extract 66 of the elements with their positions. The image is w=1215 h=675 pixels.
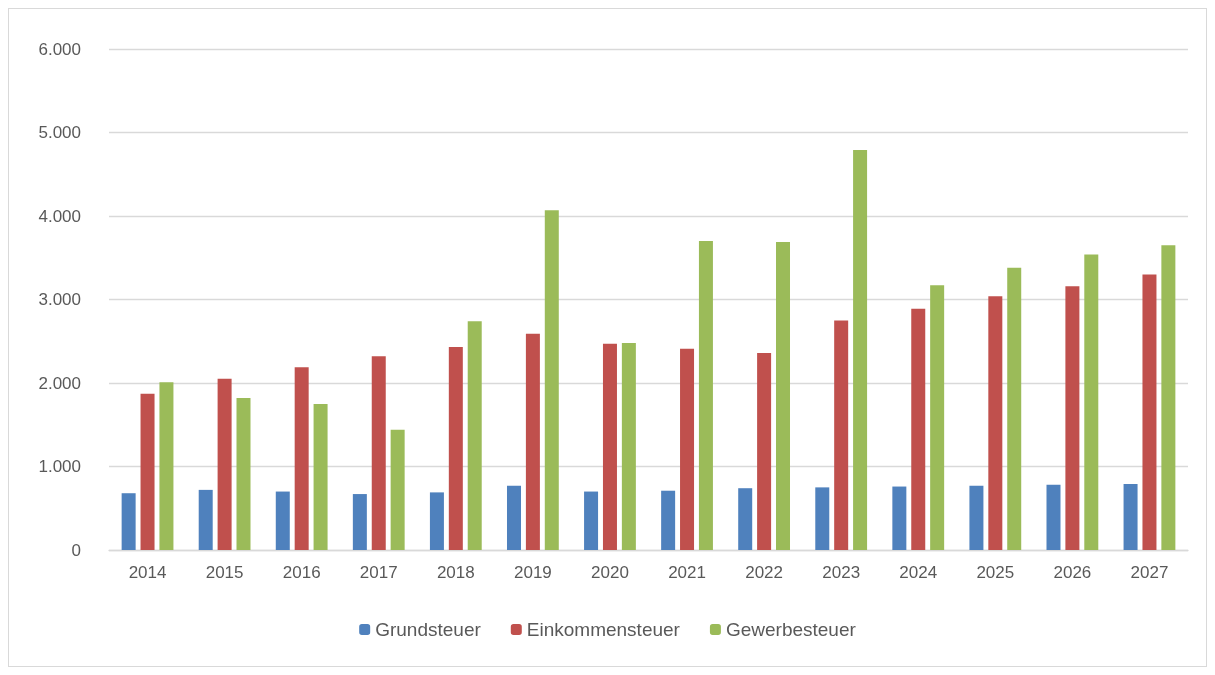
bar	[121, 493, 136, 550]
y-tick-label: 5.000	[38, 123, 81, 142]
bar	[506, 485, 521, 550]
bar	[680, 348, 695, 550]
bar	[969, 485, 984, 550]
x-tick-label: 2017	[359, 563, 398, 582]
y-tick-label: 3.000	[38, 290, 81, 309]
bar	[621, 342, 636, 550]
x-tick-label: 2018	[436, 563, 475, 582]
bar	[815, 487, 830, 550]
bar	[313, 403, 328, 550]
bar	[757, 352, 772, 550]
bar	[217, 378, 232, 550]
x-tick-label: 2023	[822, 563, 861, 582]
bar	[602, 343, 617, 550]
x-tick-label: 2027	[1130, 563, 1169, 582]
legend-label: Grundsteuer	[375, 619, 482, 640]
bar	[467, 321, 482, 550]
bar	[1161, 245, 1176, 550]
bar	[834, 320, 849, 550]
bar	[525, 333, 540, 550]
x-tick-label: 2024	[899, 563, 938, 582]
bar	[988, 296, 1003, 550]
x-tick-label: 2019	[513, 563, 552, 582]
x-tick-label: 2026	[1053, 563, 1092, 582]
x-tick-label: 2015	[205, 563, 244, 582]
bar	[892, 486, 907, 550]
bar	[275, 491, 290, 550]
bar	[140, 393, 155, 550]
bar	[584, 491, 599, 550]
bar	[371, 356, 386, 550]
x-tick-label: 2022	[745, 563, 784, 582]
bar	[738, 488, 753, 550]
bar	[698, 241, 713, 550]
bar	[911, 308, 926, 550]
bar	[1084, 254, 1099, 550]
bar	[429, 492, 444, 550]
x-tick-label: 2014	[128, 563, 167, 582]
bar	[236, 398, 251, 550]
bar	[390, 429, 405, 550]
bar	[544, 210, 559, 550]
x-tick-label: 2021	[668, 563, 706, 582]
bar	[294, 367, 309, 550]
bar	[1142, 274, 1157, 550]
bar	[198, 489, 213, 550]
bar	[776, 241, 791, 550]
legend-label: Einkommensteuer	[526, 619, 681, 640]
bar	[853, 150, 868, 550]
y-tick-label: 1.000	[38, 457, 81, 476]
y-tick-label: 0	[71, 540, 81, 560]
bar	[930, 285, 945, 550]
legend-label: Gewerbesteuer	[725, 619, 857, 640]
bar	[352, 494, 367, 550]
bar	[159, 382, 174, 550]
bar	[448, 347, 463, 550]
bar	[1007, 267, 1022, 550]
x-tick-label: 2016	[282, 563, 321, 582]
y-tick-label: 2.000	[38, 373, 81, 393]
bar	[1046, 484, 1061, 550]
bar	[1065, 286, 1080, 550]
bar	[661, 490, 676, 550]
x-tick-label: 2020	[591, 563, 629, 582]
y-tick-label: 4.000	[38, 206, 81, 226]
x-tick-label: 2025	[976, 563, 1015, 582]
bar	[1123, 484, 1138, 550]
y-tick-label: 6.000	[38, 39, 81, 59]
